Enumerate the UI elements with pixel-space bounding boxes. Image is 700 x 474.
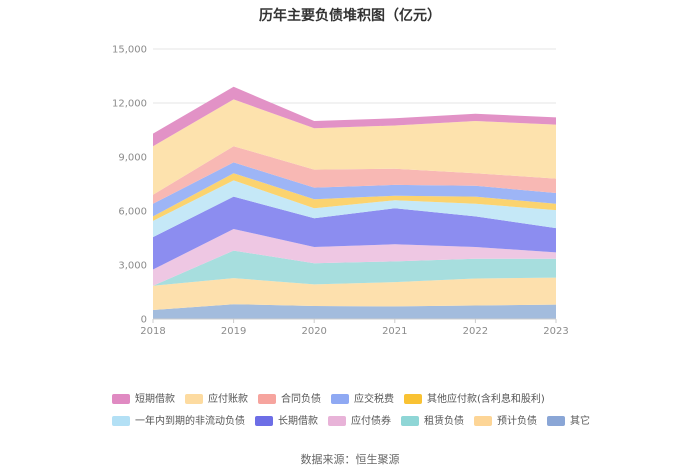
legend-swatch [185,393,203,404]
area-series[interactable] [153,146,556,204]
legend-swatch [112,415,130,426]
legend-label: 预计负债 [497,415,537,427]
legend-label: 其他应付款(含利息和股利) [427,393,545,405]
legend-item[interactable]: 其他应付款(含利息和股利) [404,393,545,406]
legend-swatch [547,415,565,426]
x-tick-label: 2018 [140,326,165,337]
legend-label: 租赁负债 [424,415,464,427]
legend-item[interactable]: 合同负债 [258,393,321,406]
legend-item[interactable]: 租赁负债 [401,415,464,428]
y-tick-label: 12,000 [112,99,147,110]
legend-swatch [474,415,492,426]
area-series[interactable] [153,173,556,221]
legend-label: 长期借款 [278,415,318,427]
y-tick-label: 9,000 [118,153,147,164]
legend-item[interactable]: 短期借款 [112,393,175,406]
legend-item[interactable]: 其它 [547,415,590,428]
area-series[interactable] [153,229,556,286]
legend-item[interactable]: 应付债券 [328,415,391,428]
legend-swatch [255,415,273,426]
legend-item[interactable]: 应交税费 [331,393,394,406]
legend-item[interactable]: 应付账款 [185,393,248,406]
area-series[interactable] [153,162,556,217]
area-series[interactable] [153,86,556,147]
area-series[interactable] [153,304,556,319]
y-tick-label: 6,000 [118,207,147,218]
legend-label: 其它 [570,415,590,427]
legend-label: 合同负债 [281,393,321,405]
legend: 短期借款 应付账款 合同负债 应交税费 其他应付款(含利息和股利) 一年内到期的非流动负债… [112,389,612,433]
data-source-note: 数据来源：恒生聚源 [300,453,400,466]
area-series-group [153,86,556,319]
legend-label: 应付债券 [351,415,391,427]
x-tick-label: 2020 [301,326,326,337]
legend-item[interactable]: 长期借款 [255,415,318,428]
chart-title: 历年主要负债堆积图（亿元） [259,8,441,24]
x-tick-label: 2023 [543,326,568,337]
area-series[interactable] [153,277,556,310]
x-tick-label: 2022 [463,326,488,337]
legend-label: 一年内到期的非流动负债 [135,415,245,427]
stacked-area-chart: 0 3,000 6,000 9,000 12,000 15,000 2018 2019 202… [112,45,569,338]
legend-label: 应付账款 [208,393,248,405]
x-axis-ticks: 2018 2019 2020 2021 2022 2023 [140,319,569,337]
legend-item[interactable]: 预计负债 [474,415,537,428]
legend-swatch [328,415,346,426]
legend-swatch [331,393,349,404]
legend-row: 一年内到期的非流动负债 长期借款 应付债券 租赁负债 预计负债 其它 [112,411,612,427]
area-series[interactable] [153,250,556,286]
legend-swatch [401,415,419,426]
legend-item[interactable]: 一年内到期的非流动负债 [112,415,245,428]
legend-swatch [258,393,276,404]
y-axis-ticks: 0 3,000 6,000 9,000 12,000 15,000 [112,45,147,326]
x-tick-label: 2021 [382,326,407,337]
area-series[interactable] [153,99,556,195]
legend-swatch [112,393,130,404]
legend-label: 应交税费 [354,393,394,405]
legend-label: 短期借款 [135,393,175,405]
area-series[interactable] [153,180,556,238]
y-tick-label: 0 [141,315,147,326]
x-tick-label: 2019 [221,326,246,337]
legend-row: 短期借款 应付账款 合同负债 应交税费 其他应付款(含利息和股利) [112,389,612,405]
legend-swatch [404,393,422,404]
y-tick-label: 3,000 [118,261,147,272]
y-tick-label: 15,000 [112,45,147,56]
area-series[interactable] [153,196,556,270]
